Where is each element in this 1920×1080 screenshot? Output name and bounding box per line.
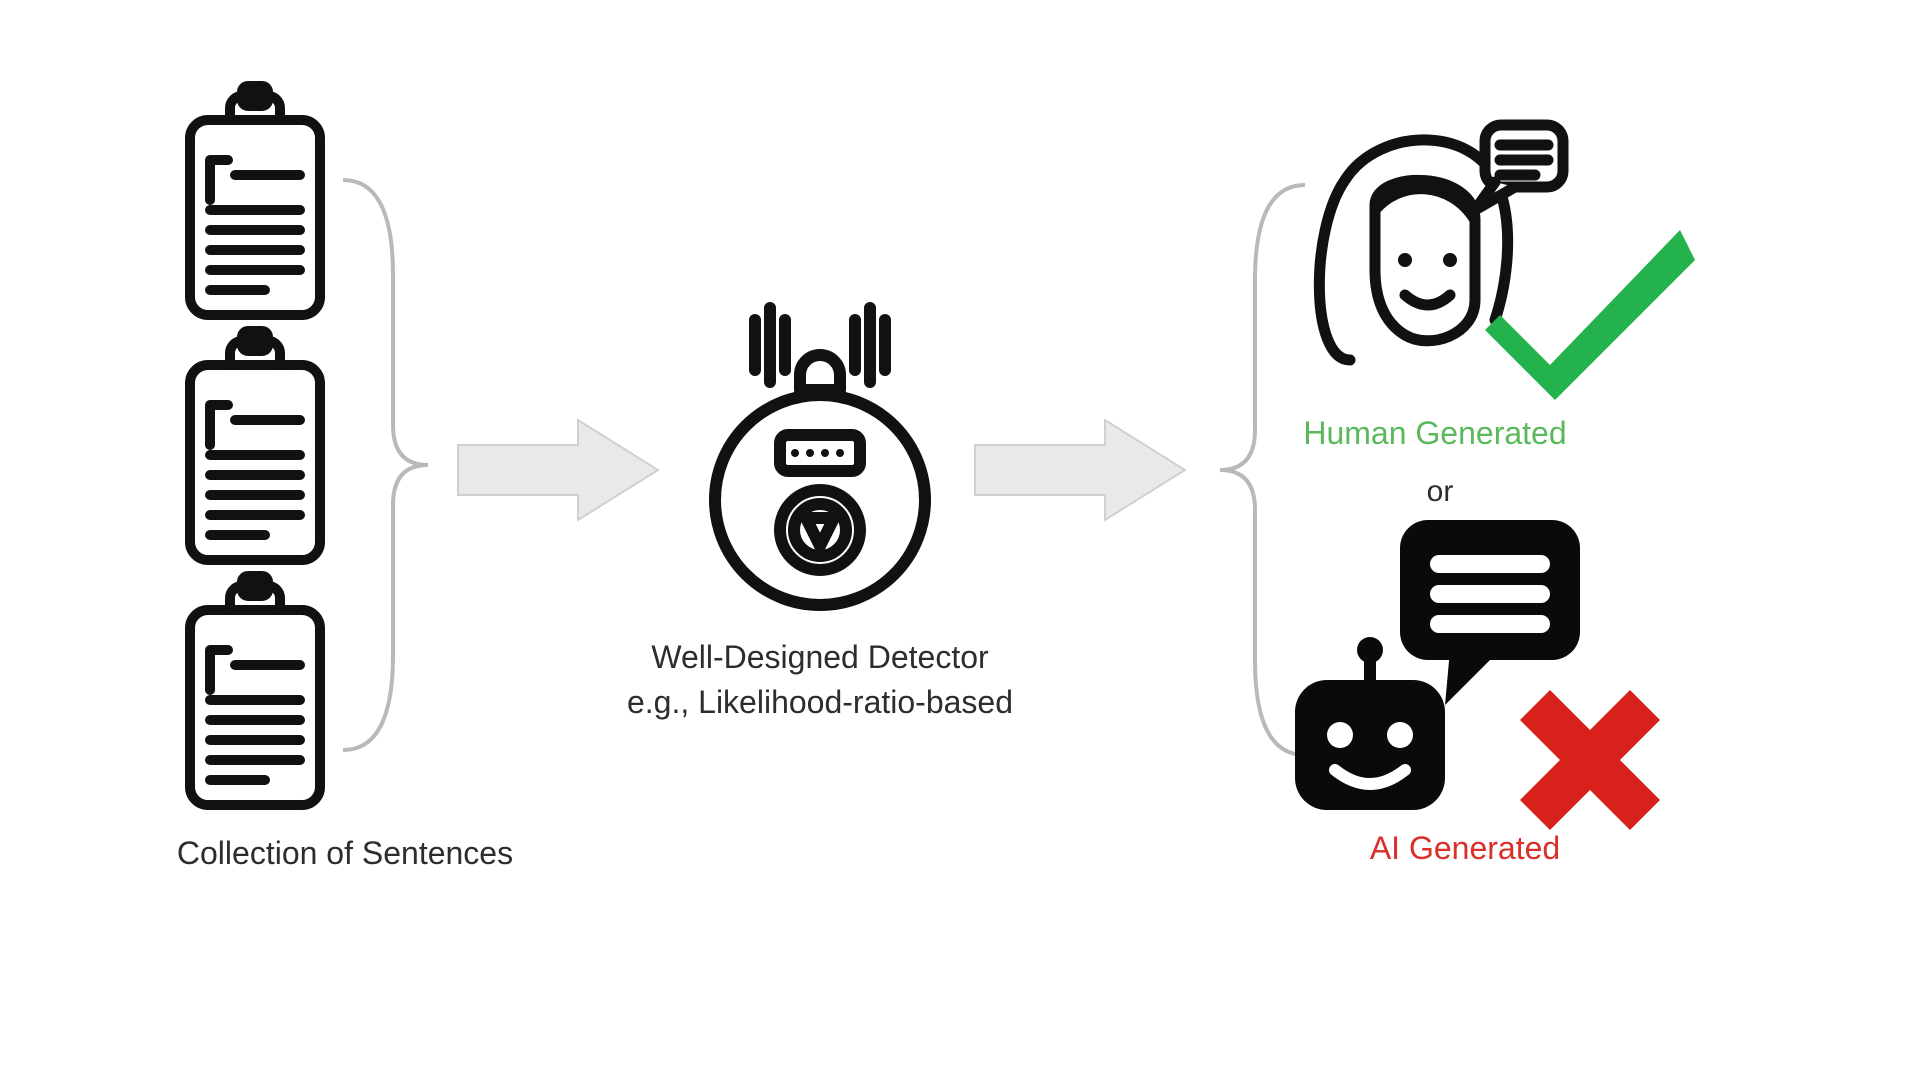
clipboard-icon xyxy=(175,80,335,335)
check-icon xyxy=(1480,215,1700,410)
human-label: Human Generated xyxy=(1250,415,1620,452)
or-label: or xyxy=(1380,475,1500,509)
bracket-left xyxy=(338,175,433,760)
arrow-icon xyxy=(448,410,668,535)
clipboard-icon xyxy=(175,325,335,580)
detector-label: Well-Designed Detector e.g., Likelihood-… xyxy=(560,635,1080,725)
robot-icon xyxy=(1280,630,1460,825)
clipboard-icon xyxy=(175,570,335,825)
detector-label-line1: Well-Designed Detector xyxy=(560,635,1080,680)
arrow-icon xyxy=(965,410,1195,535)
detector-icon xyxy=(700,290,940,625)
detector-label-line2: e.g., Likelihood-ratio-based xyxy=(560,680,1080,725)
input-label: Collection of Sentences xyxy=(80,835,610,872)
ai-label: AI Generated xyxy=(1300,830,1630,867)
diagram-stage: Collection of Sentences xyxy=(0,0,1920,1080)
cross-icon xyxy=(1510,680,1670,845)
